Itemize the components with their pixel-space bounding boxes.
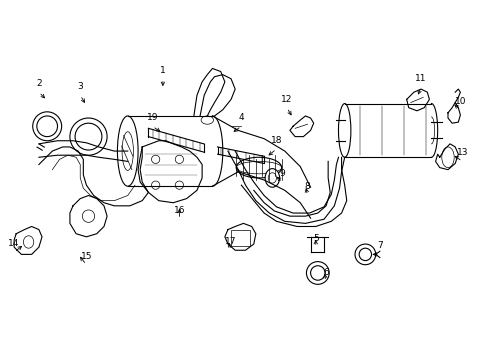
Text: 19: 19 — [147, 113, 158, 122]
Text: 12: 12 — [281, 95, 293, 104]
Ellipse shape — [33, 112, 62, 141]
Ellipse shape — [118, 116, 138, 186]
Text: 2: 2 — [36, 79, 42, 88]
Ellipse shape — [306, 262, 329, 284]
Text: 10: 10 — [455, 96, 466, 105]
Text: 18: 18 — [271, 136, 282, 145]
Text: 9: 9 — [280, 169, 286, 178]
Text: 3: 3 — [77, 82, 83, 91]
Text: 7: 7 — [377, 241, 383, 250]
Bar — [231, 230, 249, 246]
Text: 11: 11 — [416, 74, 427, 83]
Ellipse shape — [265, 168, 280, 187]
Text: 8: 8 — [305, 183, 310, 192]
Ellipse shape — [355, 244, 376, 265]
Text: 14: 14 — [8, 239, 20, 248]
Text: 17: 17 — [225, 237, 237, 246]
Text: 13: 13 — [457, 148, 468, 157]
Ellipse shape — [70, 118, 107, 155]
Text: 4: 4 — [239, 113, 244, 122]
Text: 1: 1 — [160, 66, 166, 75]
Text: 5: 5 — [313, 234, 318, 243]
Text: 6: 6 — [323, 268, 329, 277]
Text: 15: 15 — [81, 252, 92, 261]
Text: 16: 16 — [173, 206, 185, 215]
Ellipse shape — [339, 104, 351, 157]
